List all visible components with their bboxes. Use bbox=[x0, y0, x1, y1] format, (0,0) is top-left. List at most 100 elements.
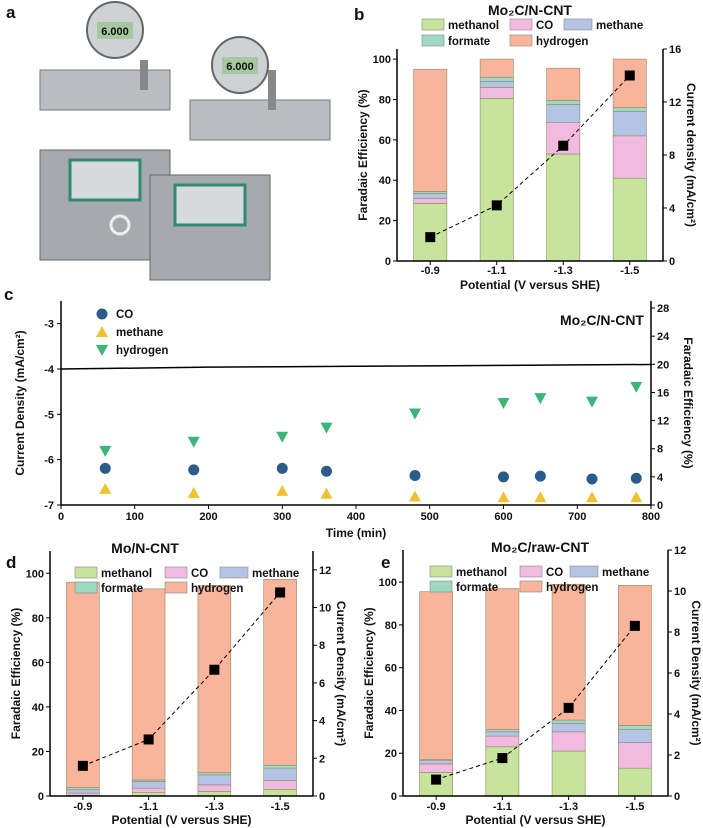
x-tick-label: -0.9 bbox=[427, 801, 446, 813]
current-density-marker bbox=[77, 760, 88, 771]
y-right-tick-label: 12 bbox=[674, 545, 686, 557]
point-methane bbox=[276, 484, 289, 496]
point-methane bbox=[99, 482, 112, 494]
bar-segment-hydrogen bbox=[546, 67, 581, 101]
x-tick-label: -0.9 bbox=[421, 265, 440, 277]
y-right-axis-label: Faradaic Efficiency (%) bbox=[681, 337, 695, 468]
bar-segment-methane bbox=[263, 767, 297, 781]
x-tick-label: 0 bbox=[58, 511, 64, 523]
stability-chart bbox=[57, 301, 655, 509]
x-tick-label: -0.9 bbox=[73, 801, 92, 813]
x-tick-label: 300 bbox=[273, 511, 291, 523]
y-right-tick-label: 12 bbox=[669, 97, 681, 109]
point-CO bbox=[321, 465, 332, 477]
bar-segment-methanol bbox=[263, 789, 297, 797]
y-tick-label: 60 bbox=[385, 663, 397, 675]
x-tick-label: 400 bbox=[347, 511, 365, 523]
x-tick-label: 700 bbox=[568, 511, 586, 523]
current-density-marker bbox=[209, 664, 220, 675]
y-tick-label: 0 bbox=[38, 791, 44, 803]
y-axis-label: Faradaic Efficiency (%) bbox=[356, 89, 370, 220]
bar-segment-CO bbox=[551, 731, 586, 752]
legend-marker-methane bbox=[96, 326, 108, 337]
current-density-marker bbox=[491, 200, 502, 211]
y-right-tick-label: 16 bbox=[657, 387, 669, 399]
x-tick-label: 100 bbox=[126, 511, 144, 523]
bar-segment-CO bbox=[479, 87, 514, 99]
y-tick-label: 20 bbox=[385, 748, 397, 760]
point-CO bbox=[409, 469, 421, 481]
legend-marker-CO bbox=[96, 308, 108, 320]
bar-segment-methane bbox=[66, 789, 100, 794]
y-right-tick-label: 8 bbox=[674, 627, 680, 639]
port-icon bbox=[109, 214, 131, 236]
current-density-marker bbox=[425, 232, 436, 243]
legend-swatch-hydrogen bbox=[509, 34, 533, 47]
y-tick-label: 80 bbox=[379, 94, 391, 106]
gauge-readout: 6.000 bbox=[226, 61, 254, 73]
gauge-display bbox=[97, 22, 133, 39]
legend-label-methane: methane bbox=[596, 20, 643, 32]
legend-swatch-CO bbox=[509, 18, 533, 31]
stacked-bar-chart-Mo₂C/raw-CNT bbox=[399, 549, 672, 800]
legend-swatch-methanol bbox=[429, 565, 453, 578]
y-tick-label: 0 bbox=[391, 791, 397, 803]
cell-window bbox=[68, 158, 142, 202]
y-tick-label: 100 bbox=[26, 568, 44, 580]
bar-segment-hydrogen bbox=[479, 58, 514, 78]
y-right-tick-label: 4 bbox=[674, 709, 681, 721]
y-right-tick-label: 0 bbox=[674, 791, 680, 803]
bar-segment-formate bbox=[551, 719, 586, 724]
bar-segment-CO bbox=[413, 198, 448, 204]
bar-segment-methanol bbox=[612, 177, 647, 262]
current-density-marker bbox=[275, 587, 286, 598]
y-right-tick-label: 24 bbox=[657, 331, 670, 343]
stacked-bar-chart-Mo/N-CNT bbox=[46, 551, 317, 800]
current-density-fit-line bbox=[435, 625, 636, 781]
bar-segment-CO bbox=[197, 784, 232, 792]
point-hydrogen bbox=[99, 445, 112, 457]
chart-title: Mo₂C/raw-CNT bbox=[491, 539, 589, 555]
bar-segment-hydrogen bbox=[551, 583, 586, 721]
y-right-tick-label: 4 bbox=[669, 203, 676, 215]
legend-label-methane: methane bbox=[252, 568, 299, 580]
legend-label-hydrogen: hydrogen bbox=[546, 582, 598, 594]
legend-swatch-CO bbox=[164, 566, 188, 579]
point-CO bbox=[276, 462, 288, 474]
bar-segment-methane bbox=[546, 104, 581, 123]
x-tick-label: -1.5 bbox=[620, 265, 639, 277]
stacked-bar-chart-Mo₂C/N-CNT bbox=[393, 18, 667, 265]
y-right-axis-label: Current Density (mA/cm²) bbox=[334, 601, 348, 746]
point-hydrogen bbox=[320, 422, 333, 434]
bar-segment-formate bbox=[413, 191, 448, 194]
y-right-tick-label: 20 bbox=[657, 359, 669, 371]
bar-segment-CO bbox=[263, 780, 297, 790]
x-tick-label: 600 bbox=[494, 511, 512, 523]
bar-segment-methane bbox=[612, 111, 647, 137]
bar-segment-hydrogen bbox=[263, 578, 297, 766]
legend-swatch-methanol bbox=[421, 18, 445, 31]
bar-segment-methanol bbox=[546, 153, 581, 262]
point-CO bbox=[188, 464, 200, 476]
legend-label-CO: CO bbox=[546, 567, 563, 579]
y-tick-label: -6 bbox=[44, 455, 54, 467]
pipe bbox=[140, 60, 148, 90]
y-right-tick-label: 10 bbox=[674, 586, 686, 598]
bar-segment-CO bbox=[66, 792, 100, 796]
current-density-marker bbox=[629, 620, 640, 631]
bar-segment-hydrogen bbox=[419, 591, 453, 760]
point-methane bbox=[497, 491, 510, 503]
bar-segment-formate bbox=[612, 107, 647, 112]
y-tick-label: -7 bbox=[44, 500, 54, 512]
valve-block bbox=[189, 99, 331, 141]
gauge-readout: 6.000 bbox=[101, 26, 129, 38]
legend-label-formate: formate bbox=[101, 583, 143, 595]
point-hydrogen bbox=[586, 396, 598, 408]
y-right-axis-label: Current Density (mA/cm²) bbox=[689, 600, 703, 745]
x-tick-label: -1.3 bbox=[554, 265, 573, 277]
current-density-marker bbox=[431, 774, 442, 785]
legend-label-hydrogen: hydrogen bbox=[536, 36, 588, 48]
bar-segment-methane bbox=[413, 193, 448, 199]
legend-swatch-methane bbox=[219, 566, 249, 579]
